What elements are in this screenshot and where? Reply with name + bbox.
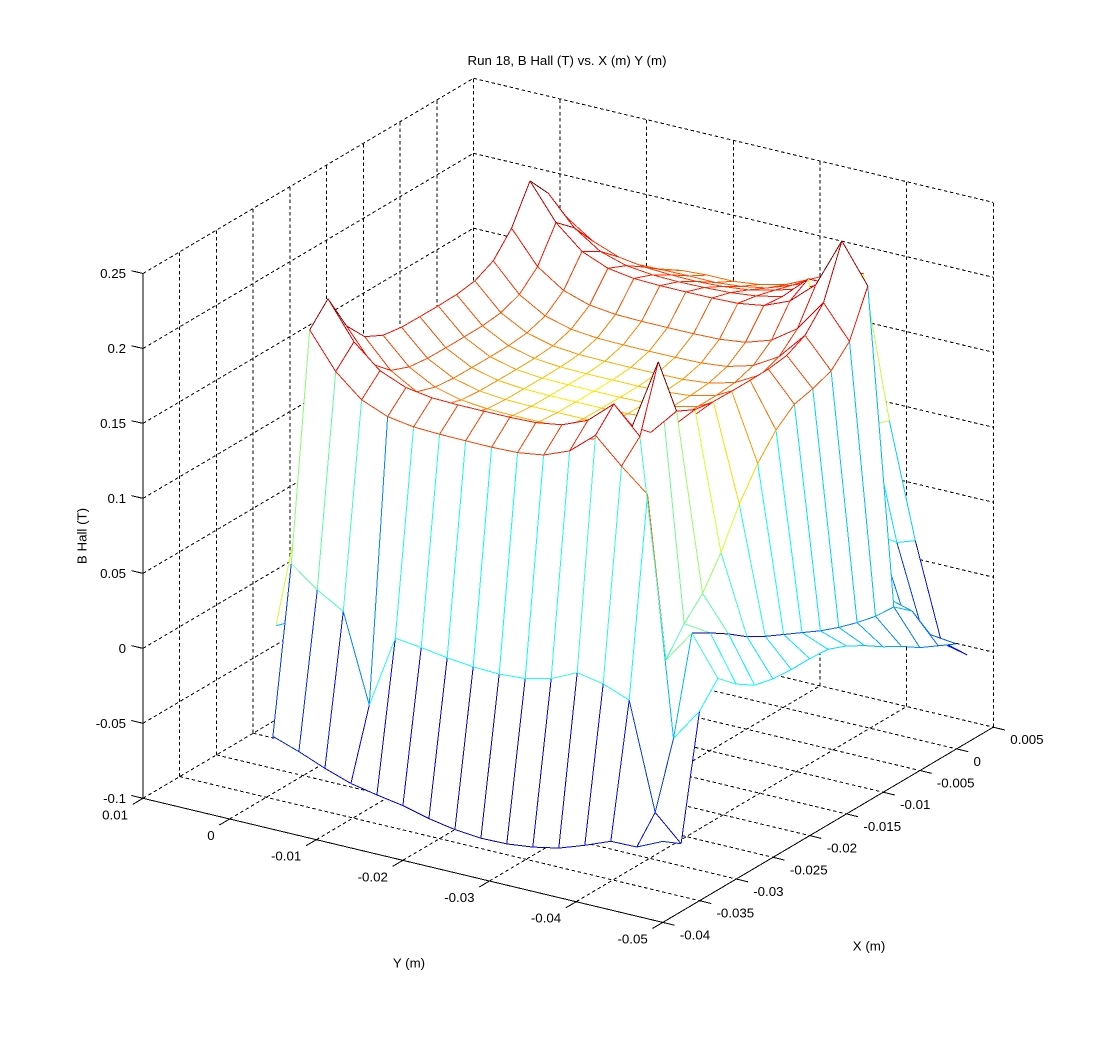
svg-text:-0.035: -0.035 [717, 906, 755, 921]
svg-text:0.01: 0.01 [102, 807, 128, 822]
svg-text:-0.05: -0.05 [96, 716, 126, 731]
svg-text:B Hall (T): B Hall (T) [75, 508, 90, 564]
svg-text:0: 0 [119, 641, 126, 656]
svg-text:-0.01: -0.01 [271, 849, 301, 864]
svg-text:-0.005: -0.005 [937, 776, 975, 791]
svg-text:-0.025: -0.025 [790, 862, 828, 877]
svg-text:X (m): X (m) [853, 939, 886, 954]
svg-text:-0.01: -0.01 [900, 797, 930, 812]
svg-text:0.05: 0.05 [100, 566, 126, 581]
svg-text:-0.04: -0.04 [680, 927, 710, 942]
svg-text:-0.02: -0.02 [827, 841, 857, 856]
svg-text:-0.05: -0.05 [617, 931, 647, 946]
svg-text:0: 0 [974, 754, 981, 769]
svg-text:0.1: 0.1 [108, 491, 127, 506]
svg-text:Y (m): Y (m) [393, 956, 425, 971]
svg-text:-0.015: -0.015 [863, 819, 901, 834]
svg-text:-0.02: -0.02 [358, 869, 388, 884]
svg-text:Run 18, B Hall (T) vs. X (m) Y: Run 18, B Hall (T) vs. X (m) Y (m) [468, 53, 667, 68]
svg-text:0.2: 0.2 [108, 341, 127, 356]
svg-text:-0.1: -0.1 [103, 791, 126, 806]
svg-text:-0.04: -0.04 [531, 911, 561, 926]
svg-text:-0.03: -0.03 [753, 884, 783, 899]
svg-text:0.25: 0.25 [100, 266, 126, 281]
svg-text:0: 0 [207, 828, 214, 843]
svg-text:-0.03: -0.03 [444, 890, 474, 905]
svg-text:0.005: 0.005 [1010, 732, 1043, 747]
svg-text:0.15: 0.15 [100, 416, 126, 431]
